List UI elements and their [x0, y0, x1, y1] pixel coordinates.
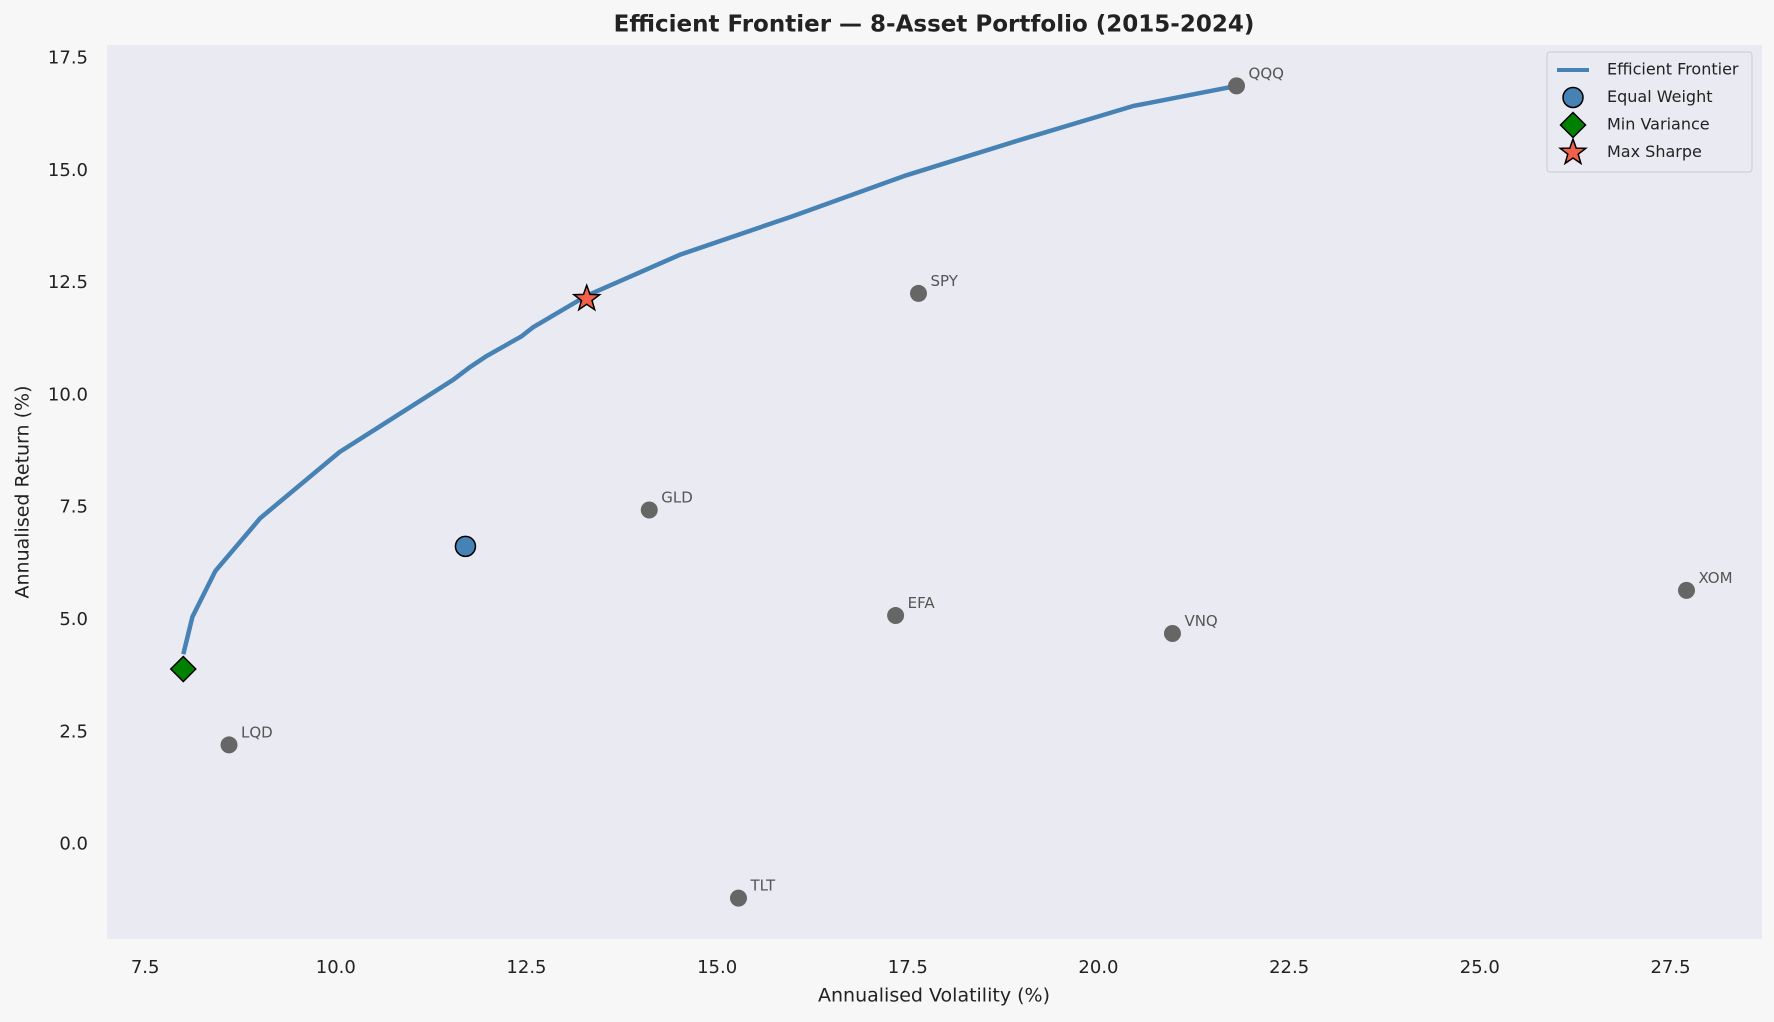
legend-label: Equal Weight [1607, 87, 1712, 106]
plot-area [107, 45, 1762, 939]
y-tick-label: 15.0 [48, 160, 88, 181]
y-tick-label: 12.5 [48, 272, 88, 293]
legend-box [1546, 51, 1753, 173]
asset-label: GLD [661, 488, 693, 506]
legend-swatch [1562, 86, 1584, 109]
asset-label: VNQ [1184, 612, 1217, 630]
portfolio-marker [454, 535, 477, 558]
y-tick-label: 0.0 [59, 834, 88, 855]
asset-label: QQQ [1249, 64, 1284, 82]
chart-title: Efficient Frontier — 8-Asset Portfolio (… [614, 12, 1255, 38]
asset-label: EFA [908, 594, 936, 612]
legend: Efficient Frontier Equal Weight Min Varian… [1546, 51, 1753, 173]
y-tick-label: 2.5 [59, 721, 88, 742]
legend-label: Max Sharpe [1607, 142, 1702, 161]
y-tick-label: 10.0 [48, 384, 88, 405]
legend-label: Efficient Frontier [1607, 60, 1739, 79]
portfolio-marker [169, 655, 197, 683]
portfolio-marker [571, 283, 602, 312]
asset-label: XOM [1698, 569, 1732, 587]
y-tick-label: 7.5 [59, 497, 88, 518]
x-axis-label: Annualised Volatility (%) [818, 985, 1050, 1007]
asset-point [729, 889, 747, 907]
asset-point [1677, 581, 1695, 599]
frontier-line [181, 83, 1237, 655]
x-tick-label: 12.5 [506, 957, 546, 978]
y-axis-label: Annualised Return (%) [12, 386, 34, 599]
x-tick-label: 20.0 [1078, 957, 1118, 978]
x-tick-label: 27.5 [1650, 957, 1690, 978]
asset-point [220, 736, 238, 754]
x-tick-label: 10.0 [316, 957, 356, 978]
y-tick-label: 5.0 [59, 609, 88, 630]
asset-point [1228, 77, 1246, 95]
x-tick-label: 22.5 [1269, 957, 1309, 978]
asset-label: SPY [930, 272, 958, 290]
asset-point [1163, 625, 1181, 643]
x-tick-label: 25.0 [1460, 957, 1500, 978]
x-tick-label: 17.5 [888, 957, 928, 978]
legend-swatch [1558, 136, 1588, 166]
asset-label: TLT [749, 877, 775, 895]
asset-point [909, 284, 927, 302]
legend-label: Min Variance [1607, 115, 1710, 134]
x-tick-label: 7.5 [131, 957, 160, 978]
asset-point [887, 607, 905, 625]
y-tick-label: 17.5 [48, 47, 88, 68]
asset-label: LQD [241, 723, 273, 741]
x-tick-label: 15.0 [697, 957, 737, 978]
asset-point [640, 501, 658, 519]
